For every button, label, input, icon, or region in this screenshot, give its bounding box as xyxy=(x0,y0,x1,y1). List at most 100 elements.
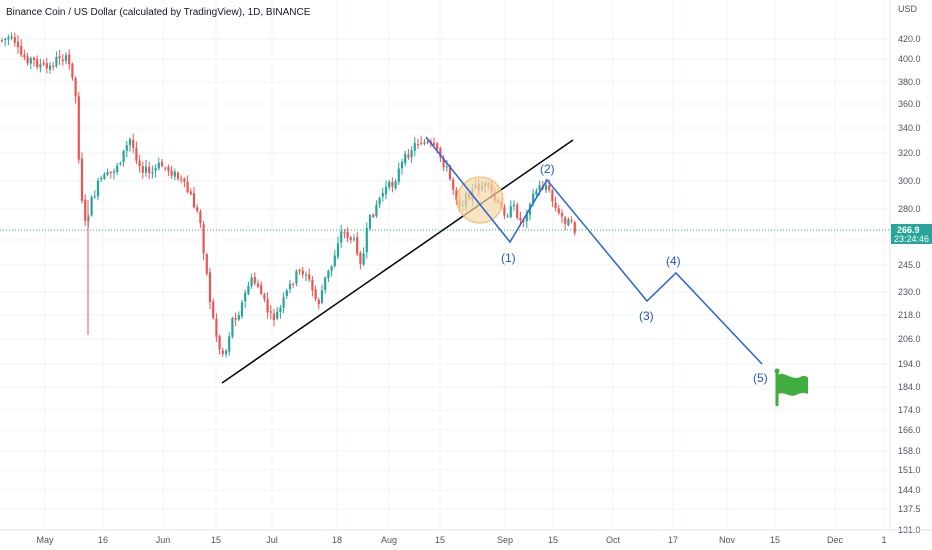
candle-down xyxy=(183,178,186,182)
countdown-timer: 23:24:46 xyxy=(894,234,929,244)
elliott-wave-projection[interactable] xyxy=(425,136,763,365)
candle-down xyxy=(554,202,557,208)
candle-down xyxy=(266,299,269,313)
candle-down xyxy=(564,217,567,224)
candle-up xyxy=(48,65,52,70)
candle-up xyxy=(388,181,391,188)
candle-up xyxy=(410,150,413,158)
candle-up xyxy=(544,185,548,190)
candle-down xyxy=(208,272,212,303)
last-price-tag: 266.9 23:24:46 xyxy=(891,224,932,244)
x-tick-label: 15 xyxy=(211,535,221,545)
candle-up xyxy=(384,186,388,195)
y-tick-label: 380.0 xyxy=(898,77,921,87)
candle-down xyxy=(452,179,455,190)
candle-up xyxy=(39,64,42,68)
candle-down xyxy=(199,211,202,224)
candle-down xyxy=(135,147,138,161)
candle-down xyxy=(180,178,183,180)
candle-up xyxy=(512,204,516,206)
candle-down xyxy=(420,143,423,145)
y-tick-label: 230.0 xyxy=(898,287,921,297)
candle-down xyxy=(138,160,141,167)
candle-up xyxy=(375,204,378,217)
x-tick-label: Jun xyxy=(156,535,171,545)
candle-down xyxy=(448,165,452,180)
candle-up xyxy=(240,302,244,317)
y-tick-label: 360.0 xyxy=(898,99,921,109)
candle-down xyxy=(560,213,564,217)
candle-up xyxy=(228,336,231,352)
candle-down xyxy=(372,214,375,217)
x-tick-label: 15 xyxy=(770,535,780,545)
candle-down xyxy=(432,142,436,145)
candle-down xyxy=(359,253,362,265)
candle-up xyxy=(394,181,397,189)
candle-up xyxy=(151,172,154,174)
x-tick-label: 1 xyxy=(881,535,886,545)
breakdown-highlight-circle[interactable] xyxy=(456,176,504,224)
candle-up xyxy=(247,285,250,294)
candle-down xyxy=(167,166,170,171)
y-tick-label: 151.0 xyxy=(898,465,921,475)
candle-up xyxy=(157,162,160,169)
candle-up xyxy=(4,39,7,40)
candle-down xyxy=(573,222,576,233)
y-tick-label: 320.0 xyxy=(898,148,921,158)
candle-up xyxy=(282,297,285,308)
candle-down xyxy=(343,232,346,234)
trend-line[interactable] xyxy=(221,139,574,384)
candle-up xyxy=(10,36,13,38)
candle-up xyxy=(116,165,119,172)
y-tick-label: 400.0 xyxy=(898,54,921,64)
candle-up xyxy=(368,215,372,229)
candle-down xyxy=(71,63,74,78)
candle-up xyxy=(340,231,343,243)
candle-up xyxy=(423,142,426,144)
y-tick-label: 137.5 xyxy=(898,504,921,514)
y-tick-label: 245.0 xyxy=(898,260,921,270)
candle-up xyxy=(400,161,404,169)
candle-up xyxy=(90,196,93,216)
candle-down xyxy=(196,207,199,211)
candle-down xyxy=(77,96,80,160)
candle-up xyxy=(154,168,157,171)
candle-down xyxy=(218,336,221,350)
candle-down xyxy=(186,181,189,192)
candle-down xyxy=(272,313,276,320)
candle-down xyxy=(269,311,272,313)
candle-down xyxy=(141,166,144,173)
candle-up xyxy=(532,193,535,203)
candle-down xyxy=(176,172,180,179)
candle-up xyxy=(506,215,509,217)
candle-down xyxy=(20,46,23,55)
candle-up xyxy=(327,270,330,279)
candle-down xyxy=(189,191,192,195)
x-tick-label: 17 xyxy=(668,535,678,545)
candle-up xyxy=(352,238,356,240)
candle-down xyxy=(522,221,525,223)
candle-up xyxy=(112,171,116,173)
green-flag-icon xyxy=(774,368,808,406)
candle-down xyxy=(160,161,164,167)
candle-up xyxy=(64,55,68,62)
candle-up xyxy=(279,307,282,312)
candle-down xyxy=(221,350,224,354)
candle-up xyxy=(535,191,538,195)
x-tick-label: 16 xyxy=(98,535,108,545)
candle-down xyxy=(292,283,295,285)
candle-down xyxy=(58,56,61,59)
wave-label-4: (4) xyxy=(666,254,681,268)
y-tick-label: 218.0 xyxy=(898,310,921,320)
candle-down xyxy=(260,285,263,294)
candle-down xyxy=(192,193,196,208)
candle-up xyxy=(106,172,109,175)
candle-up xyxy=(320,290,324,303)
candle-up xyxy=(397,168,400,182)
x-tick-label: Nov xyxy=(719,535,736,545)
candle-down xyxy=(557,208,560,213)
candle-down xyxy=(308,274,311,280)
time-axis[interactable]: May 16 Jun 15 Jul 18 Aug 15 Sep 15 Oct 17 Nov 15 Dec 1 xyxy=(0,529,932,545)
candle-down xyxy=(317,299,320,305)
